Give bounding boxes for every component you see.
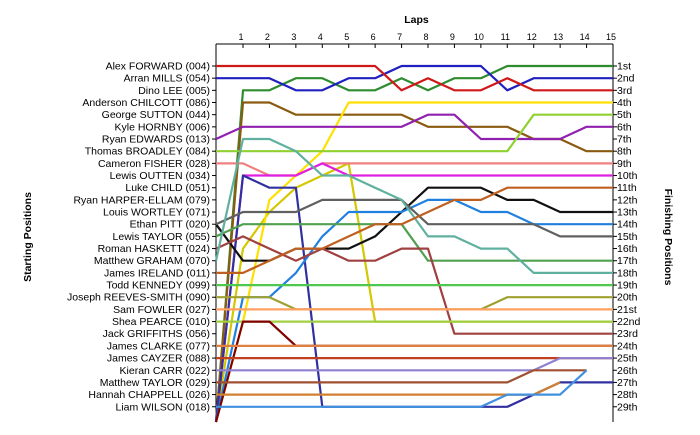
driver-line-8: [216, 113, 613, 153]
starting-driver-label: Thomas BROADLEY (084): [85, 146, 210, 158]
finishing-position-label: 2nd: [617, 73, 635, 85]
finishing-position-label: 16th: [617, 243, 638, 255]
starting-driver-label: James CAYZER (088): [107, 353, 210, 365]
starting-driver-label: Sam FOWLER (027): [113, 304, 210, 316]
finishing-position-label: 9th: [617, 158, 632, 170]
driver-line-14: [215, 198, 613, 238]
finishing-position-label: 17th: [617, 255, 638, 267]
finishing-position-label: 7th: [617, 134, 632, 146]
lap-tick-label: 3: [291, 32, 296, 42]
starting-driver-label: Ryan EDWARDS (013): [102, 134, 210, 146]
starting-driver-label: Louis WORTLEY (071): [103, 207, 210, 219]
finishing-position-label: 19th: [617, 280, 638, 292]
finishing-positions-axis-title: Finishing Positions: [662, 189, 674, 286]
lap-tick-label: 5: [344, 32, 349, 42]
lap-tick-label: 1: [238, 32, 243, 42]
finishing-position-label: 27th: [617, 377, 638, 389]
series-lines: [214, 64, 613, 423]
starting-driver-label: Matthew TAYLOR (029): [100, 377, 210, 389]
lap-tick-label: 4: [318, 32, 323, 42]
starting-driver-label: Ethan PITT (020): [130, 219, 210, 231]
lap-tick-label: 7: [397, 32, 402, 42]
finishing-position-label: 29th: [617, 401, 638, 413]
starting-driver-label: Kyle HORNBY (006): [114, 121, 210, 133]
starting-driver-label: Kieran CARR (022): [120, 365, 210, 377]
starting-positions-axis-title: Starting Positions: [22, 192, 34, 282]
starting-driver-label: Cameron FISHER (028): [98, 158, 210, 170]
lap-tick-label: 13: [553, 32, 563, 42]
driver-line-26: [216, 357, 613, 372]
lap-tick-label: 9: [450, 32, 455, 42]
starting-driver-label: Roman HASKETT (024): [98, 243, 210, 255]
lap-tick-label: 15: [606, 32, 616, 42]
finishing-position-label: 20th: [617, 292, 638, 304]
finishing-position-label: 21st: [617, 304, 637, 316]
starting-driver-label: Liam WILSON (018): [115, 401, 210, 413]
finishing-position-label: 15th: [617, 231, 638, 243]
finishing-position-label: 24th: [617, 340, 638, 352]
finishing-position-label: 1st: [617, 61, 631, 73]
starting-driver-label: Shea PEARCE (010): [112, 316, 210, 328]
finishing-position-label: 22nd: [617, 316, 641, 328]
lap-tick-label: 10: [474, 32, 484, 42]
lap-tick-label: 11: [501, 32, 510, 42]
driver-line-1: [214, 64, 613, 423]
lap-tick-label: 8: [423, 32, 428, 42]
driver-line-27: [216, 369, 587, 384]
starting-driver-label: Lewis TAYLOR (055): [113, 231, 210, 243]
finishing-position-label: 26th: [617, 365, 638, 377]
driver-line-7: [215, 113, 613, 141]
finishing-position-label: 11th: [617, 182, 637, 194]
lap-tick-label: 14: [580, 32, 590, 42]
starting-driver-label: Joseph REEVES-SMITH (090): [67, 292, 210, 304]
finishing-position-label: 12th: [617, 194, 638, 206]
finishing-position-label: 6th: [617, 121, 632, 133]
finishing-position-label: 10th: [617, 170, 638, 182]
driver-line-20: [216, 296, 613, 311]
lap-tick-label: 2: [265, 32, 270, 42]
driver-line-28: [216, 381, 561, 396]
starting-driver-label: James CLARKE (077): [107, 340, 210, 352]
driver-line-29: [216, 369, 588, 408]
lap-tick-label: 12: [527, 32, 537, 42]
finishing-position-label: 18th: [617, 267, 638, 279]
driver-line-3: [216, 64, 613, 92]
finishing-position-label: 5th: [617, 109, 632, 121]
starting-driver-label: Arran MILLS (054): [124, 73, 210, 85]
starting-driver-label: James IRELAND (011): [104, 267, 210, 279]
starting-driver-label: Jack GRIFFITHS (056): [103, 328, 210, 340]
finishing-position-label: 28th: [617, 389, 638, 401]
starting-driver-label: Dino LEE (005): [138, 85, 210, 97]
starting-driver-label: Todd KENNEDY (099): [106, 280, 210, 292]
finishing-position-label: 14th: [617, 219, 638, 231]
starting-driver-label: Matthew GRAHAM (070): [94, 255, 210, 267]
lap-tick-label: 6: [371, 32, 376, 42]
plot-frame: [212, 43, 617, 422]
finishing-position-label: 4th: [617, 97, 632, 109]
starting-driver-label: Alex FORWARD (004): [106, 61, 210, 73]
starting-driver-label: Ryan HARPER-ELLAM (079): [73, 194, 210, 206]
driver-line-15: [215, 223, 613, 262]
finishing-position-label: 8th: [617, 146, 632, 158]
starting-driver-label: Hannah CHAPPELL (026): [88, 389, 210, 401]
finishing-position-label: 23rd: [617, 328, 638, 340]
driver-line-18: [216, 186, 613, 274]
starting-driver-label: Lewis OUTTEN (034): [110, 170, 210, 182]
starting-driver-label: Luke CHILD (051): [125, 182, 210, 194]
x-axis-title: Laps: [404, 14, 429, 26]
driver-line-2: [216, 64, 613, 92]
driver-line-9: [216, 162, 613, 177]
driver-line-10: [214, 162, 613, 423]
starting-driver-label: George SUTTON (044): [102, 109, 210, 121]
finishing-position-label: 3rd: [617, 85, 632, 97]
finishing-position-label: 13th: [617, 207, 638, 219]
finishing-position-label: 25th: [617, 353, 638, 365]
starting-driver-label: Anderson CHILCOTT (086): [82, 97, 210, 109]
